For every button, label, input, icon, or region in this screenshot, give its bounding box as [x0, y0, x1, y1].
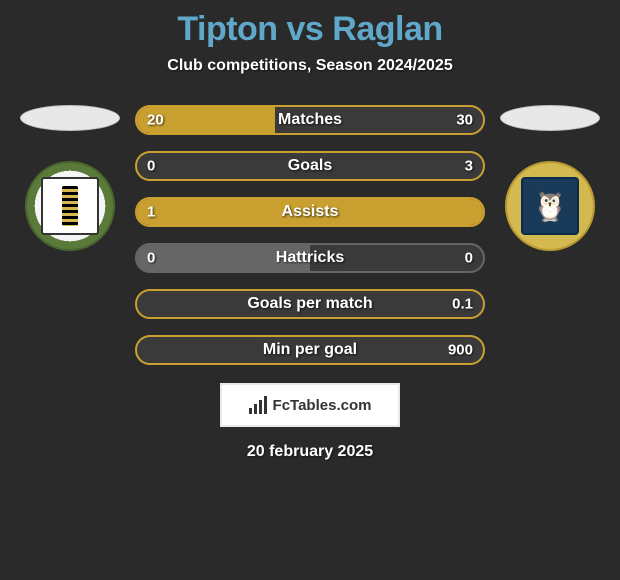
left-player-column: [15, 105, 125, 251]
stat-left-value: 1: [147, 204, 155, 221]
page-subtitle: Club competitions, Season 2024/2025: [167, 57, 452, 75]
date-label: 20 february 2025: [247, 443, 373, 461]
stat-left-value: 0: [147, 158, 155, 175]
stat-label: Assists: [282, 203, 339, 221]
stat-left-value: 0: [147, 250, 155, 267]
stat-label: Goals: [288, 157, 332, 175]
left-player-avatar-placeholder: [20, 105, 120, 131]
stat-right-value: 0.1: [452, 296, 473, 313]
comparison-row: Matches2030Goals03Assists1Hattricks00Goa…: [0, 105, 620, 365]
page-title: Tipton vs Raglan: [177, 10, 442, 49]
right-player-avatar-placeholder: [500, 105, 600, 131]
stat-right-value: 0: [465, 250, 473, 267]
left-club-crest-icon: [41, 177, 99, 235]
stat-label: Min per goal: [263, 341, 357, 359]
stat-bar: Assists 1: [135, 197, 485, 227]
stat-label: Goals per match: [247, 295, 372, 313]
stat-right-value: 3: [465, 158, 473, 175]
stat-right-value: 900: [448, 342, 473, 359]
stat-bar: Hattricks 0 0: [135, 243, 485, 273]
stat-bar: Goals 0 3: [135, 151, 485, 181]
right-player-column: [495, 105, 605, 251]
bar-chart-icon: [249, 396, 267, 414]
stat-label: Hattricks: [276, 249, 344, 267]
brand-text: FcTables.com: [273, 397, 372, 414]
right-club-badge: [505, 161, 595, 251]
left-club-badge: [25, 161, 115, 251]
brand-badge: FcTables.com: [220, 383, 400, 427]
stat-right-value: 30: [456, 112, 473, 129]
stats-bars: Matches2030Goals03Assists1Hattricks00Goa…: [135, 105, 485, 365]
stat-bar: Goals per match 0.1: [135, 289, 485, 319]
right-club-crest-icon: [521, 177, 579, 235]
stat-left-value: 20: [147, 112, 164, 129]
stat-bar: Matches 20 30: [135, 105, 485, 135]
stat-label: Matches: [278, 111, 342, 129]
stat-bar: Min per goal 900: [135, 335, 485, 365]
